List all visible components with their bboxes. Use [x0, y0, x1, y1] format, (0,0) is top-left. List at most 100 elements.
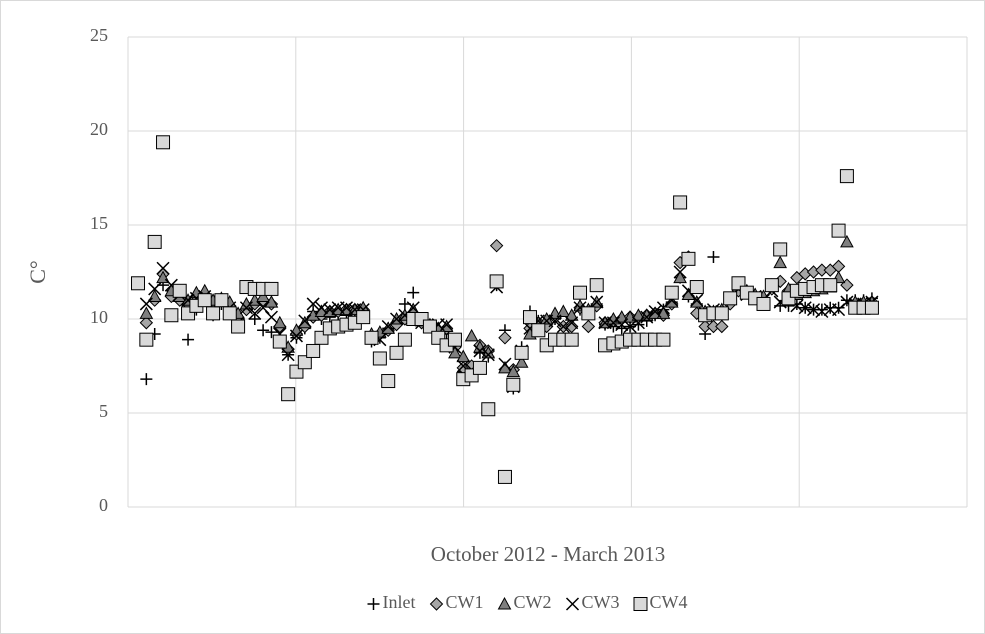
marker-square [397, 332, 412, 347]
marker-plus [815, 303, 828, 316]
marker-cross [623, 319, 637, 334]
marker-cross [148, 282, 162, 296]
marker-square [506, 377, 521, 392]
marker-cross [289, 329, 303, 343]
marker-square [447, 332, 462, 347]
marker-square [156, 135, 171, 150]
marker-square [689, 280, 704, 295]
marker-square [773, 242, 788, 257]
legend-label: CW4 [650, 592, 688, 612]
marker-square [664, 285, 679, 300]
marker-square [756, 296, 771, 311]
x-axis-title: October 2012 - March 2013 [431, 542, 665, 566]
marker-square [714, 306, 729, 321]
marker-square [656, 332, 671, 347]
marker-square [389, 345, 404, 360]
marker-cross [239, 301, 253, 315]
marker-cross [565, 316, 579, 330]
marker-triangle [556, 304, 571, 317]
marker-plus [182, 333, 195, 346]
marker-square [573, 285, 588, 300]
marker-square [581, 306, 596, 321]
marker-square [372, 351, 387, 366]
marker-diamond [489, 238, 504, 253]
marker-cross [248, 306, 262, 320]
marker-triangle [381, 321, 396, 334]
marker-triangle [297, 315, 312, 329]
marker-plus [140, 373, 153, 386]
marker-square [297, 355, 312, 370]
marker-cross [298, 314, 312, 328]
marker-square [823, 278, 838, 293]
marker-cross [314, 301, 329, 315]
marker-cross [690, 293, 704, 307]
marker-square [589, 278, 604, 293]
marker-cross [440, 318, 454, 332]
marker-square [422, 319, 437, 334]
marker-square [522, 310, 537, 325]
y-tick-label: 20 [90, 119, 108, 139]
marker-square [164, 308, 179, 323]
marker-square [356, 310, 371, 325]
marker-cross [590, 295, 604, 309]
marker-triangle [139, 306, 154, 319]
series-4 [131, 135, 879, 484]
marker-square [723, 291, 738, 306]
y-tick-label: 5 [99, 401, 108, 421]
legend-label: Inlet [383, 592, 416, 612]
marker-square [206, 306, 221, 321]
marker-triangle [673, 270, 687, 284]
marker-triangle [506, 364, 521, 378]
y-tick-label: 10 [90, 307, 108, 327]
marker-square [222, 306, 237, 321]
marker-cross [390, 312, 404, 326]
marker-square [472, 360, 487, 375]
marker-square [272, 334, 287, 349]
marker-square [681, 251, 696, 266]
marker-cross [498, 357, 512, 371]
marker-square [147, 234, 162, 249]
marker-triangle [448, 345, 462, 359]
marker-triangle [456, 349, 471, 363]
marker-cross [556, 319, 570, 334]
marker-triangle [439, 319, 454, 333]
marker-triangle [773, 255, 788, 269]
marker-square [306, 343, 321, 358]
marker-plus [248, 313, 261, 325]
marker-cross [615, 318, 629, 332]
marker-square [281, 387, 296, 402]
marker-square [264, 281, 279, 296]
marker-square [839, 169, 854, 184]
y-tick-label: 25 [90, 25, 108, 45]
marker-cross [473, 344, 487, 358]
marker-cross [156, 261, 170, 275]
marker-triangle [331, 302, 346, 316]
legend-label: CW2 [514, 592, 552, 612]
marker-plus [407, 286, 420, 299]
marker-square [564, 332, 579, 347]
marker-diamond [564, 319, 579, 334]
marker-cross [798, 301, 812, 315]
marker-diamond [581, 319, 596, 334]
marker-triangle [514, 355, 529, 368]
marker-diamond [498, 331, 512, 345]
marker-cross [281, 348, 295, 362]
marker-triangle [840, 234, 854, 248]
marker-square [364, 330, 379, 345]
marker-square [139, 332, 154, 347]
marker-cross [406, 301, 420, 315]
marker-diamond [715, 319, 729, 334]
marker-square [764, 278, 779, 293]
marker-cross [807, 303, 821, 317]
marker-triangle [564, 308, 579, 321]
marker-square [531, 323, 546, 338]
marker-plus [257, 324, 270, 337]
marker-cross [815, 304, 829, 319]
marker-square [497, 469, 512, 484]
marker-square [864, 300, 879, 315]
marker-square [673, 195, 688, 210]
marker-cross [323, 303, 337, 317]
legend-label: CW3 [582, 592, 620, 612]
marker-square [197, 293, 212, 308]
